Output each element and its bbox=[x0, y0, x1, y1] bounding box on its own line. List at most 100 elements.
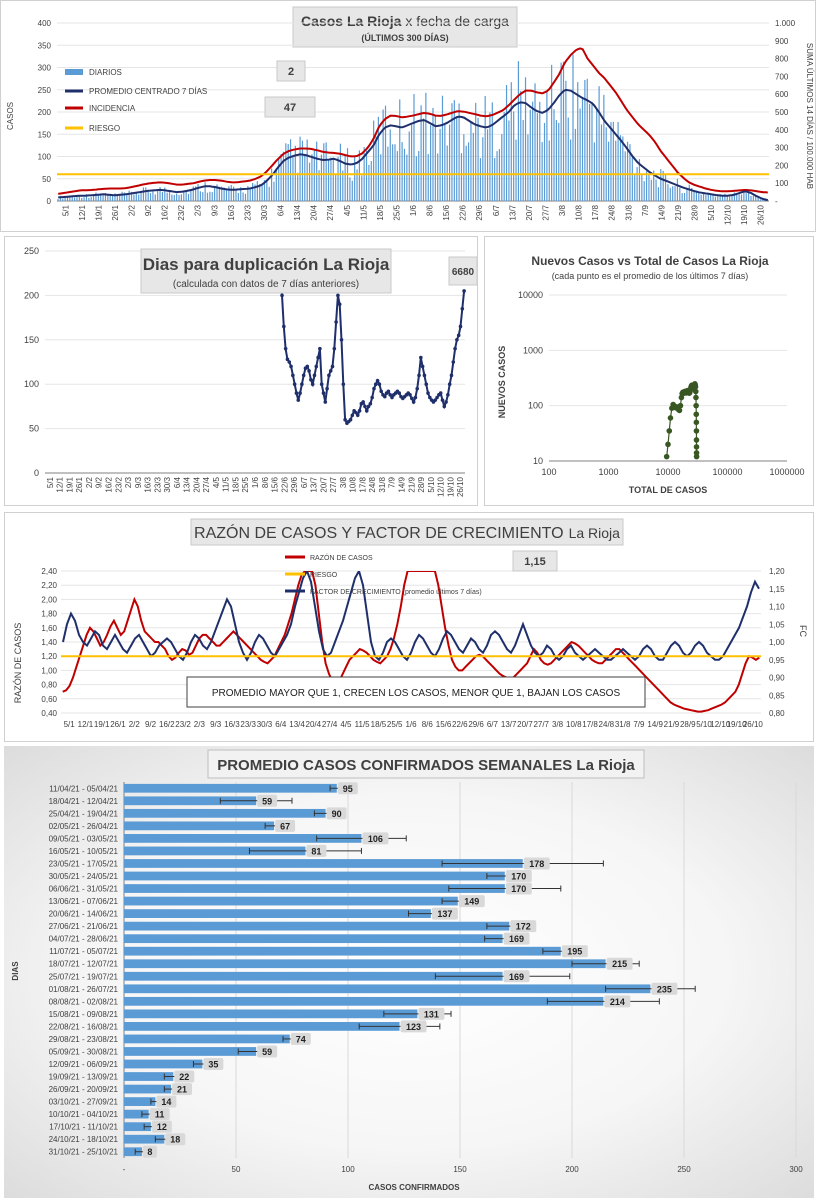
daily-bar bbox=[396, 151, 398, 201]
daily-bar bbox=[750, 195, 752, 201]
doubling-point bbox=[348, 417, 353, 422]
week-bar bbox=[124, 1109, 149, 1119]
week-bar bbox=[124, 909, 431, 918]
week-bar bbox=[124, 896, 458, 906]
week-bar bbox=[124, 859, 523, 868]
x-tick-label: 13/7 bbox=[508, 204, 517, 220]
scatter-point bbox=[663, 453, 670, 460]
daily-bar bbox=[546, 91, 548, 201]
daily-bar bbox=[152, 191, 154, 201]
data-label-box bbox=[458, 895, 485, 908]
panel-ratio-growth: RAZÓN DE CASOS Y FACTOR DE CRECIMIENTO La… bbox=[4, 512, 814, 742]
daily-bar bbox=[444, 124, 446, 201]
daily-bar bbox=[242, 192, 244, 201]
category-label: 29/08/21 - 23/08/21 bbox=[49, 1035, 119, 1044]
daily-bar bbox=[413, 94, 415, 201]
daily-bar bbox=[123, 192, 126, 201]
x-tick-label: 24/8 bbox=[599, 720, 615, 729]
daily-bar bbox=[138, 194, 140, 201]
daily-bar bbox=[252, 182, 254, 201]
daily-bar bbox=[676, 178, 679, 201]
daily-bar bbox=[460, 153, 463, 201]
daily-bar bbox=[603, 94, 605, 201]
data-label: 169 bbox=[509, 934, 524, 944]
value-box bbox=[264, 96, 316, 118]
x-tick-label: 13/7 bbox=[501, 720, 517, 729]
x-tick-label: 22/6 bbox=[459, 204, 468, 220]
y-tick-label: 1,40 bbox=[41, 638, 57, 647]
x-tick-label: 9/2 bbox=[145, 720, 157, 729]
daily-bar bbox=[698, 193, 700, 201]
daily-bar bbox=[83, 197, 85, 201]
daily-bar bbox=[669, 187, 671, 201]
x-tick-label: 20/7 bbox=[319, 476, 328, 492]
y-tick-label: 150 bbox=[38, 130, 52, 139]
x-tick-label: 2/3 bbox=[194, 204, 203, 216]
week-bar bbox=[124, 984, 651, 994]
data-label-box bbox=[418, 1007, 445, 1020]
razon-line bbox=[62, 571, 760, 713]
category-label: 13/06/21 - 07/06/21 bbox=[49, 897, 119, 906]
doubling-point bbox=[318, 346, 322, 351]
x-tick-label: 150 bbox=[453, 1165, 467, 1174]
daily-bar bbox=[218, 186, 220, 201]
daily-bar bbox=[710, 194, 712, 201]
doubling-point bbox=[355, 413, 360, 418]
daily-bar bbox=[555, 120, 557, 201]
week-bar bbox=[124, 996, 604, 1006]
x-tick-label: 15/6 bbox=[436, 720, 452, 729]
panel-new-vs-total: Nuevos Casos vs Total de Casos La Rioja … bbox=[484, 236, 814, 506]
week-bar bbox=[124, 1009, 418, 1019]
x-tick-label: 19/10 bbox=[446, 476, 455, 497]
daily-bar bbox=[190, 189, 192, 201]
x-tick-label: 19/10 bbox=[740, 204, 749, 225]
week-bar bbox=[124, 1047, 257, 1056]
daily-bar bbox=[304, 155, 306, 201]
x-tick-label: 23/2 bbox=[114, 476, 123, 492]
daily-bar bbox=[365, 150, 368, 201]
x-tick-label: 18/5 bbox=[376, 204, 385, 220]
daily-bar bbox=[650, 179, 652, 201]
daily-bar bbox=[674, 186, 676, 201]
y-tick-label: 200 bbox=[24, 290, 39, 300]
x-tick-label: 26/10 bbox=[743, 720, 764, 729]
daily-bar bbox=[743, 192, 745, 201]
daily-bar bbox=[484, 96, 486, 201]
category-label: 18/04/21 - 12/04/21 bbox=[49, 797, 119, 806]
daily-bar bbox=[748, 192, 750, 201]
week-bar bbox=[124, 1097, 156, 1106]
daily-bar bbox=[532, 101, 534, 201]
data-label: 35 bbox=[208, 1060, 218, 1070]
x-tick-label: 2/2 bbox=[85, 476, 94, 488]
x-tick-label: 8/6 bbox=[422, 720, 434, 729]
y2-tick-label: 600 bbox=[775, 90, 789, 99]
legend-label: RIESGO bbox=[89, 124, 120, 133]
scatter-point bbox=[667, 415, 674, 421]
y2-tick-label: 1,10 bbox=[769, 603, 785, 612]
daily-bar bbox=[636, 167, 638, 201]
x-tick-label: 28/9 bbox=[680, 720, 696, 729]
x-tick-label: 11/5 bbox=[222, 476, 231, 492]
x-tick-label: 23/3 bbox=[243, 204, 252, 220]
doubling-point bbox=[325, 386, 329, 391]
week-bar bbox=[124, 1134, 165, 1144]
x-tick-label: 19/1 bbox=[65, 476, 74, 492]
doubling-point bbox=[420, 364, 425, 369]
y2-tick-label: 0,85 bbox=[769, 691, 785, 700]
daily-bar bbox=[109, 194, 111, 201]
daily-bar bbox=[420, 105, 422, 201]
daily-bar bbox=[437, 153, 439, 201]
chart-title: Nuevos Casos vs Total de Casos La Rioja bbox=[531, 254, 769, 268]
x-tick-label: 11/5 bbox=[355, 720, 371, 729]
x-tick-label: 23/2 bbox=[175, 720, 191, 729]
x-tick-label: 10/8 bbox=[349, 476, 358, 492]
x-tick-label: 12/1 bbox=[56, 476, 65, 492]
x-tick-label: 20/7 bbox=[517, 720, 533, 729]
x-tick-label: 1/6 bbox=[405, 720, 417, 729]
y-tick-label: 100 bbox=[38, 153, 52, 162]
y-tick-label: 350 bbox=[38, 41, 52, 50]
doubling-point bbox=[289, 364, 293, 369]
daily-bar bbox=[145, 187, 147, 201]
data-label-box bbox=[203, 1058, 224, 1070]
x-tick-label: 26/10 bbox=[757, 204, 766, 225]
